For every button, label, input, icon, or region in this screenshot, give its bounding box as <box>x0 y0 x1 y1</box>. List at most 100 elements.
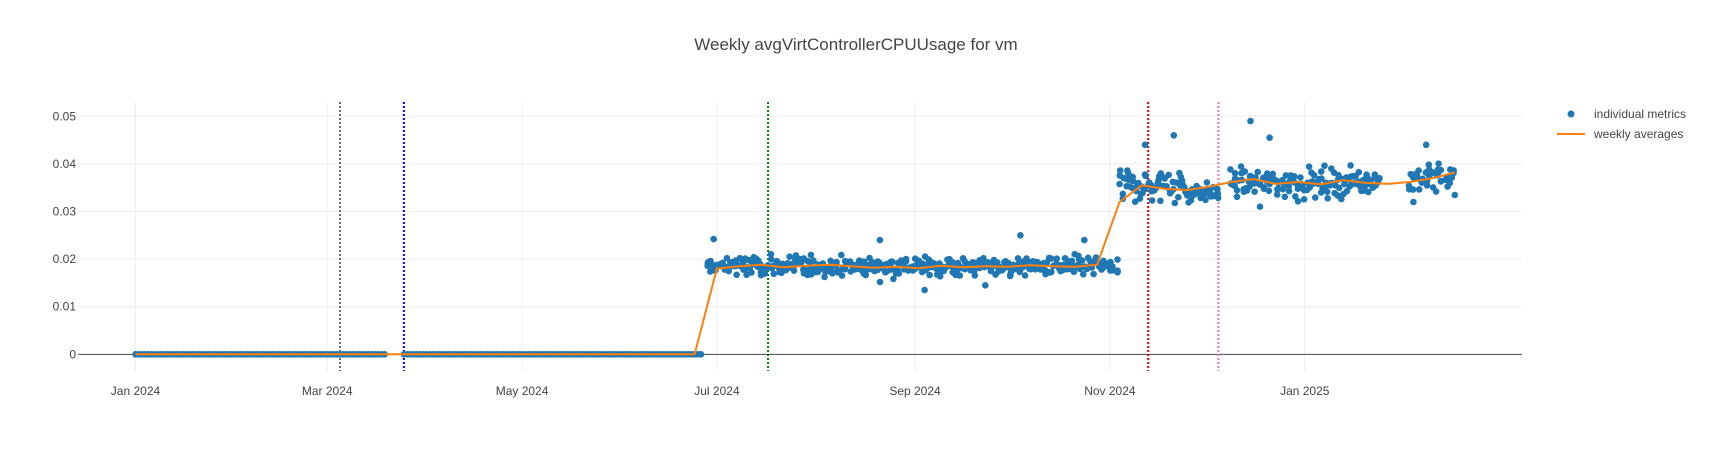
data-point[interactable] <box>1265 187 1273 195</box>
data-point[interactable] <box>786 253 793 260</box>
data-point[interactable] <box>930 260 937 267</box>
data-point[interactable] <box>1129 177 1137 185</box>
data-point[interactable] <box>790 267 798 275</box>
data-point[interactable] <box>827 257 834 265</box>
data-point[interactable] <box>1285 183 1293 190</box>
data-point[interactable] <box>723 254 731 262</box>
data-point[interactable] <box>1165 171 1172 179</box>
data-point[interactable] <box>936 273 944 280</box>
data-point[interactable] <box>1347 162 1354 169</box>
data-point[interactable] <box>876 236 884 244</box>
data-point[interactable] <box>1053 255 1060 262</box>
data-point[interactable] <box>1081 236 1088 244</box>
data-point[interactable] <box>1256 203 1264 210</box>
data-point[interactable] <box>1114 256 1121 263</box>
data-point[interactable] <box>1214 194 1222 202</box>
data-point[interactable] <box>1021 272 1029 279</box>
data-point[interactable] <box>1405 182 1413 189</box>
data-point[interactable] <box>1141 141 1149 149</box>
data-point[interactable] <box>1070 268 1078 276</box>
data-point[interactable] <box>1247 117 1254 125</box>
data-point[interactable] <box>1214 185 1221 193</box>
data-point[interactable] <box>1231 170 1239 177</box>
data-point[interactable] <box>1032 266 1039 273</box>
data-point[interactable] <box>828 264 835 272</box>
data-point[interactable] <box>1241 168 1249 175</box>
data-point[interactable] <box>1338 195 1345 203</box>
data-point[interactable] <box>1422 141 1430 149</box>
data-point[interactable] <box>876 278 884 286</box>
data-point[interactable] <box>1254 168 1261 176</box>
data-point[interactable] <box>1437 166 1445 174</box>
data-point[interactable] <box>743 271 750 279</box>
data-point[interactable] <box>1202 196 1209 204</box>
data-point[interactable] <box>829 270 836 277</box>
data-point[interactable] <box>1092 254 1100 261</box>
data-point[interactable] <box>1090 270 1097 278</box>
data-point[interactable] <box>1355 168 1363 176</box>
data-point[interactable] <box>1323 188 1331 195</box>
data-point[interactable] <box>761 269 768 277</box>
data-point[interactable] <box>821 273 828 281</box>
data-point[interactable] <box>1171 199 1179 207</box>
data-point[interactable] <box>1281 193 1289 201</box>
data-point[interactable] <box>1159 174 1167 181</box>
data-point[interactable] <box>710 235 717 243</box>
data-point[interactable] <box>888 258 895 265</box>
data-point[interactable] <box>1131 198 1139 205</box>
data-point[interactable] <box>1048 268 1055 276</box>
data-point[interactable] <box>1203 179 1211 186</box>
data-point[interactable] <box>767 250 775 258</box>
data-point[interactable] <box>1047 255 1055 262</box>
data-point[interactable] <box>1324 195 1331 202</box>
data-point[interactable] <box>1435 160 1442 167</box>
data-point[interactable] <box>834 267 841 274</box>
weekly-averages-path[interactable] <box>135 171 1456 356</box>
data-point[interactable] <box>748 269 755 276</box>
data-point[interactable] <box>956 272 964 279</box>
data-point[interactable] <box>1297 174 1304 181</box>
data-point[interactable] <box>1024 258 1032 265</box>
data-point[interactable] <box>920 260 927 268</box>
data-point[interactable] <box>890 275 897 283</box>
data-point[interactable] <box>770 270 778 278</box>
data-point[interactable] <box>1233 193 1241 201</box>
legend-label-weekly-averages[interactable]: weekly averages <box>1593 127 1683 141</box>
data-point[interactable] <box>1119 190 1127 198</box>
data-point[interactable] <box>1170 132 1178 139</box>
data-point[interactable] <box>987 267 995 275</box>
data-point[interactable] <box>1285 187 1293 195</box>
data-point[interactable] <box>1305 163 1313 170</box>
data-point[interactable] <box>1321 162 1328 169</box>
data-point[interactable] <box>1343 187 1351 195</box>
data-point[interactable] <box>1365 188 1372 196</box>
data-point[interactable] <box>841 265 849 273</box>
data-point[interactable] <box>707 257 714 265</box>
data-point[interactable] <box>1109 263 1116 270</box>
data-point[interactable] <box>1425 161 1433 168</box>
data-point[interactable] <box>1273 191 1281 198</box>
data-point[interactable] <box>982 282 989 289</box>
data-point[interactable] <box>1310 171 1318 179</box>
data-point[interactable] <box>1432 188 1440 195</box>
data-point[interactable] <box>1294 185 1302 192</box>
data-point[interactable] <box>810 257 817 265</box>
data-point[interactable] <box>697 351 705 358</box>
data-point[interactable] <box>1080 271 1087 278</box>
data-point[interactable] <box>862 271 869 279</box>
data-point[interactable] <box>1335 184 1343 192</box>
data-point[interactable] <box>838 272 846 279</box>
data-point[interactable] <box>1415 186 1423 193</box>
data-point[interactable] <box>1437 178 1445 185</box>
data-point[interactable] <box>1294 198 1302 205</box>
data-point[interactable] <box>1175 193 1182 201</box>
data-point[interactable] <box>926 271 933 279</box>
data-point[interactable] <box>1116 180 1123 188</box>
data-point[interactable] <box>774 258 781 266</box>
data-point[interactable] <box>1150 187 1158 194</box>
data-point[interactable] <box>984 259 992 266</box>
data-point[interactable] <box>838 251 845 259</box>
data-point[interactable] <box>1017 232 1024 239</box>
data-point[interactable] <box>1291 173 1298 180</box>
data-point[interactable] <box>1251 188 1258 195</box>
